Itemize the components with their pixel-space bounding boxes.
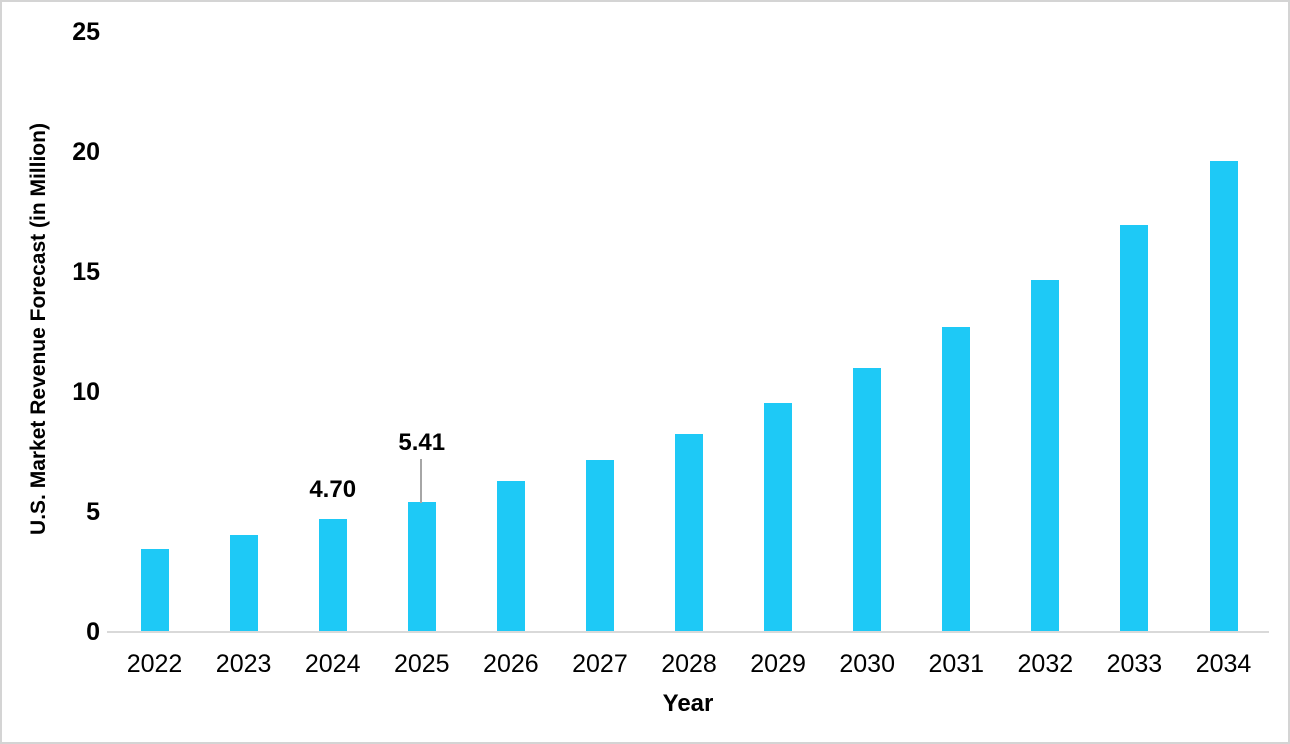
x-tick-2029: 2029 [750, 650, 806, 678]
x-tick-2023: 2023 [215, 650, 272, 678]
bar-2025 [407, 502, 436, 632]
bar-2034 [1209, 160, 1238, 632]
data-label-2025: 5.41 [398, 429, 446, 457]
x-tick-2022: 2022 [126, 650, 183, 678]
y-tick-0: 0 [86, 618, 100, 646]
x-tick-2027: 2027 [572, 650, 628, 678]
y-tick-5: 5 [86, 498, 100, 526]
bar-2026 [496, 481, 525, 632]
y-axis-title: U.S. Market Revenue Forecast (in Million… [27, 123, 50, 535]
x-tick-2033: 2033 [1106, 650, 1163, 678]
x-tick-2032: 2032 [1017, 650, 1074, 678]
data-label-2024: 4.70 [309, 476, 357, 504]
bar-2027 [585, 459, 614, 632]
bar-2023 [229, 535, 258, 632]
x-axis-title: Year [662, 690, 714, 717]
y-tick-25: 25 [72, 18, 100, 46]
x-tick-2030: 2030 [839, 650, 895, 678]
bar-2028 [675, 433, 704, 632]
bar-2030 [853, 368, 882, 632]
bar-2022 [140, 549, 169, 632]
x-tick-2028: 2028 [661, 650, 717, 678]
y-tick-10: 10 [72, 378, 100, 406]
y-tick-15: 15 [72, 258, 100, 286]
x-tick-2026: 2026 [483, 650, 539, 678]
leader-line-2025 [419, 459, 422, 504]
bar-2024 [318, 519, 347, 632]
x-tick-2031: 2031 [928, 650, 985, 678]
bar-2031 [942, 326, 971, 632]
y-tick-20: 20 [72, 138, 100, 166]
bar-2032 [1031, 279, 1060, 632]
x-tick-2024: 2024 [304, 650, 361, 678]
bar-2029 [764, 402, 793, 632]
x-axis-line [107, 631, 1269, 633]
x-tick-2025: 2025 [393, 650, 450, 678]
x-tick-2034: 2034 [1195, 650, 1252, 678]
bar-2033 [1120, 225, 1149, 632]
